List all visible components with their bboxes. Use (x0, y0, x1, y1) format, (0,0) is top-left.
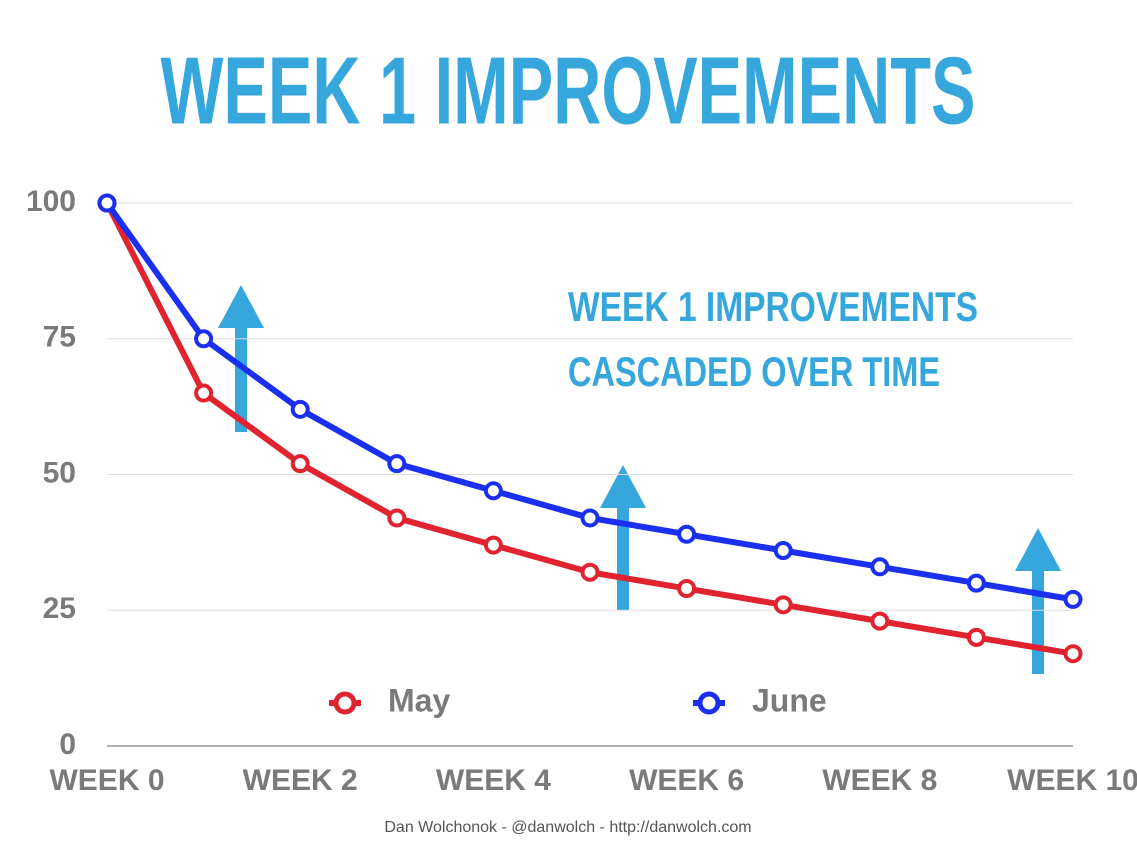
x-tick-label: WEEK 2 (243, 764, 358, 797)
x-tick-label: WEEK 0 (49, 764, 164, 797)
point (483, 481, 503, 501)
arrow (600, 465, 646, 610)
annotation: CASCADED OVER TIME (568, 348, 940, 395)
legend-label: May (388, 682, 450, 718)
point (677, 524, 697, 544)
point (387, 508, 407, 528)
arrow (218, 285, 264, 432)
x-tick-label: WEEK 10 (1007, 764, 1137, 797)
point (387, 454, 407, 474)
point (290, 454, 310, 474)
point (580, 508, 600, 528)
series-line (104, 201, 1074, 657)
point (194, 383, 214, 403)
y-tick-label: 25 (43, 592, 76, 625)
legend-marker (333, 691, 357, 715)
point (1063, 644, 1083, 664)
point (870, 611, 890, 631)
point (966, 627, 986, 647)
series-line (104, 201, 1074, 603)
y-tick-label: 0 (59, 728, 76, 761)
legend-marker (697, 691, 721, 715)
y-tick-label: 50 (43, 456, 76, 489)
point (773, 595, 793, 615)
point (194, 329, 214, 349)
footer: Dan Wolchonok - @danwolch - http://danwo… (384, 819, 751, 836)
point (290, 399, 310, 419)
point (483, 535, 503, 555)
point (966, 573, 986, 593)
point (97, 193, 117, 213)
legend-label: June (752, 682, 827, 718)
point (580, 562, 600, 582)
point (870, 557, 890, 577)
y-tick-label: 75 (43, 321, 76, 354)
arrow (1015, 528, 1061, 674)
point (677, 579, 697, 599)
point (773, 541, 793, 561)
chart-title: WEEK 1 IMPROVEMENTS (161, 37, 976, 144)
x-tick-label: WEEK 4 (436, 764, 551, 797)
y-tick-label: 100 (26, 185, 76, 218)
x-tick-label: WEEK 6 (629, 764, 744, 797)
x-tick-label: WEEK 8 (822, 764, 937, 797)
annotation: WEEK 1 IMPROVEMENTS (568, 283, 978, 330)
point (1063, 589, 1083, 609)
arrows (218, 285, 1061, 674)
